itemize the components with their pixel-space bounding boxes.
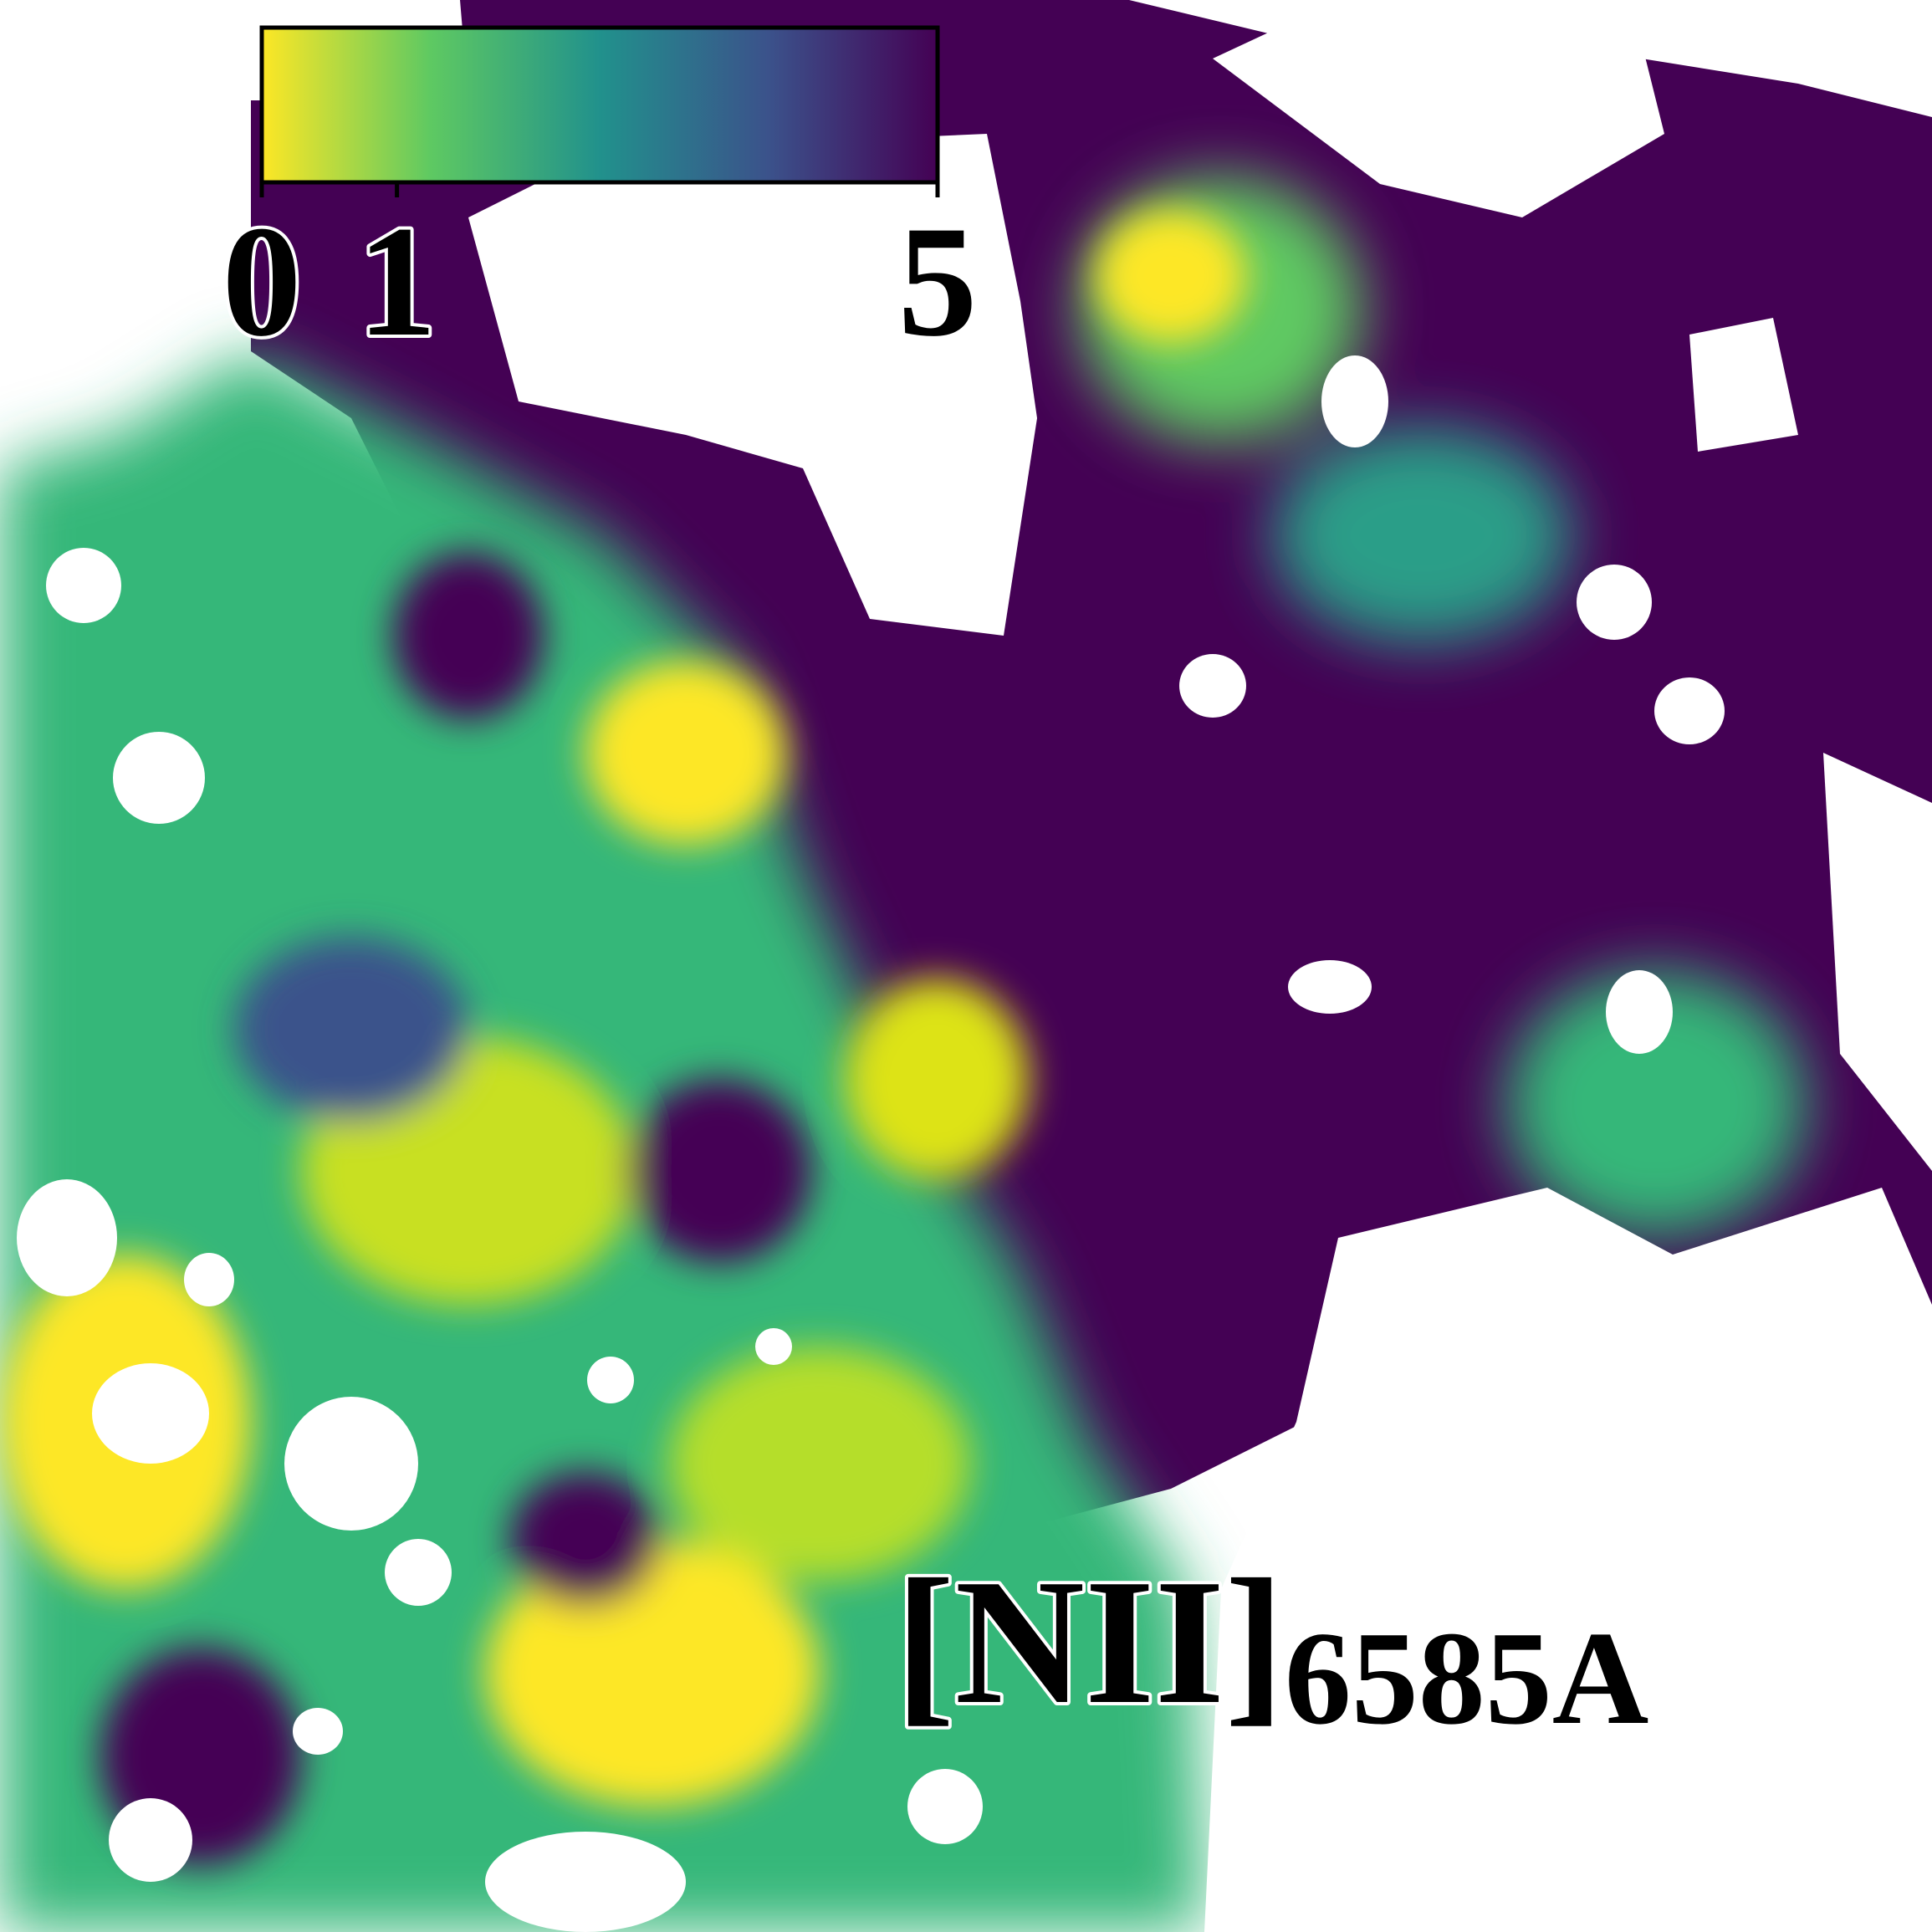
high-ratio-patch — [234, 937, 468, 1121]
very-low-ratio-patch — [669, 1347, 970, 1581]
very-low-ratio-patch — [845, 979, 1029, 1179]
low-ratio-region — [1271, 427, 1572, 644]
high-ratio-patch — [627, 1079, 811, 1263]
low-ratio-region — [1505, 970, 1807, 1238]
line-label-subscript: 6585A — [1285, 1603, 1649, 1752]
colorbar-tick-label: 1 — [357, 194, 437, 370]
line-label-main: [NII] — [895, 1541, 1285, 1741]
high-ratio-patch — [510, 1472, 661, 1606]
very-low-ratio-patch — [585, 661, 786, 845]
colorbar-tick-label: 5 — [898, 194, 978, 370]
high-ratio-patch — [393, 552, 544, 719]
emission-line-label: [NII]6585A — [895, 1541, 1648, 1752]
colorbar-gradient — [259, 25, 940, 185]
very-low-ratio-patch — [485, 1539, 820, 1807]
very-low-ratio-patch — [1096, 209, 1246, 343]
colorbar-tick-label: 0 — [222, 194, 302, 370]
